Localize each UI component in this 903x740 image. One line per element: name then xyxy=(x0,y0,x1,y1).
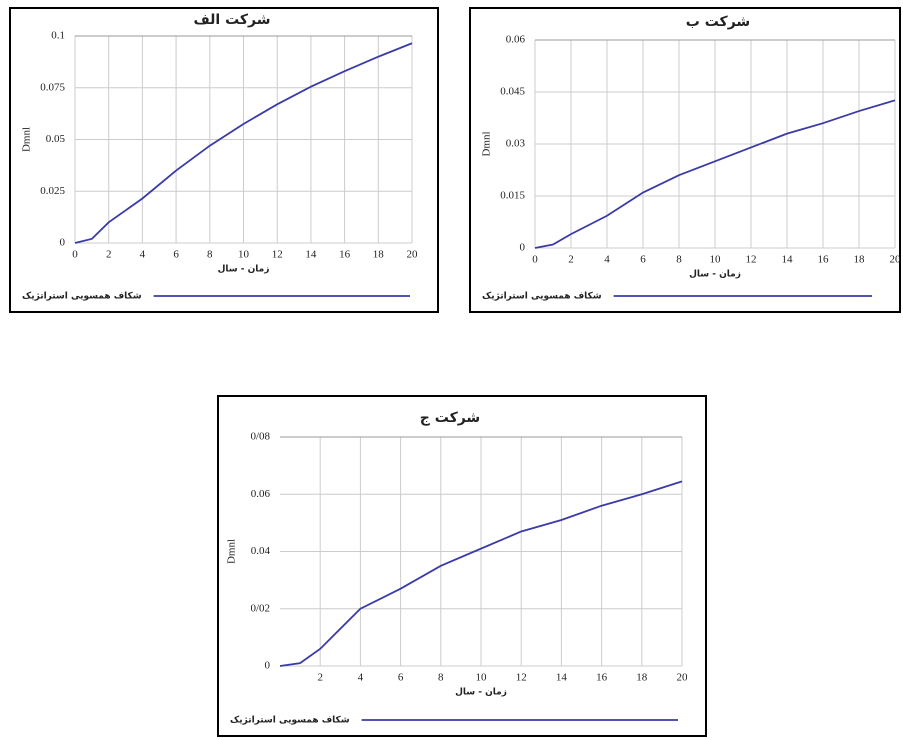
x-tick-label: 10 xyxy=(710,254,722,266)
y-tick-label: 0.03 xyxy=(506,138,526,150)
y-tick-label: 0.075 xyxy=(40,81,65,93)
x-tick-label: 10 xyxy=(476,672,488,684)
x-tick-label: 12 xyxy=(272,249,283,261)
x-tick-label: 16 xyxy=(818,254,830,266)
x-tick-label: 0 xyxy=(72,249,78,261)
x-tick-label: 20 xyxy=(407,249,419,261)
y-tick-label: 0.1 xyxy=(51,30,65,42)
y-tick-label: 0.025 xyxy=(40,185,65,197)
x-tick-label: 8 xyxy=(676,254,682,266)
x-tick-label: 0 xyxy=(532,254,538,266)
y-tick-label: 0/02 xyxy=(250,602,270,614)
y-tick-label: 0.06 xyxy=(506,34,526,46)
x-axis-label: زمان - سال xyxy=(218,265,270,275)
y-tick-label: 0.06 xyxy=(251,488,271,500)
x-tick-label: 14 xyxy=(556,672,568,684)
x-tick-label: 6 xyxy=(398,672,404,684)
x-tick-label: 20 xyxy=(677,672,689,684)
y-tick-label: 0.015 xyxy=(500,190,525,202)
x-tick-label: 10 xyxy=(238,249,250,261)
figure: شرکت الف0246810121416182000.0250.050.075… xyxy=(0,0,903,740)
y-tick-label: 0.05 xyxy=(46,133,66,145)
x-tick-label: 18 xyxy=(854,254,866,266)
y-tick-label: 0.045 xyxy=(500,86,525,98)
x-tick-label: 4 xyxy=(140,249,146,261)
x-tick-label: 14 xyxy=(305,249,317,261)
x-tick-label: 4 xyxy=(358,672,364,684)
x-tick-label: 18 xyxy=(636,672,648,684)
x-tick-label: 2 xyxy=(568,254,574,266)
y-tick-label: 0 xyxy=(520,242,526,254)
y-axis-label: Dmnl xyxy=(481,131,493,156)
x-tick-label: 8 xyxy=(438,672,444,684)
x-tick-label: 6 xyxy=(173,249,179,261)
y-axis-label: Dmnl xyxy=(21,127,33,152)
x-tick-label: 14 xyxy=(782,254,794,266)
page: شرکت الف0246810121416182000.0250.050.075… xyxy=(0,0,903,740)
x-tick-label: 2 xyxy=(106,249,112,261)
y-tick-label: 0 xyxy=(60,237,66,249)
x-tick-label: 16 xyxy=(596,672,608,684)
x-tick-label: 18 xyxy=(373,249,385,261)
legend-label: شکاف همسویی استراتژیک xyxy=(482,292,602,302)
legend-label: شکاف همسویی استراتژیک xyxy=(230,716,350,726)
legend-label: شکاف همسویی استراتژیک xyxy=(22,292,142,302)
x-axis-label: زمان - سال xyxy=(689,270,741,280)
x-axis-label: زمان - سال xyxy=(455,688,507,698)
x-tick-label: 12 xyxy=(516,672,527,684)
x-tick-label: 8 xyxy=(207,249,213,261)
x-tick-label: 20 xyxy=(890,254,902,266)
chart-title: شرکت ب xyxy=(686,14,750,30)
chart-title: شرکت الف xyxy=(193,12,270,28)
x-tick-label: 4 xyxy=(604,254,610,266)
y-axis-label: Dmnl xyxy=(226,539,238,564)
x-tick-label: 12 xyxy=(746,254,757,266)
panel-frame xyxy=(218,396,706,736)
y-tick-label: 0/08 xyxy=(250,431,270,443)
y-tick-label: 0.04 xyxy=(251,545,271,557)
x-tick-label: 2 xyxy=(317,672,323,684)
chart-title: شرکت ج xyxy=(420,410,480,426)
x-tick-label: 16 xyxy=(339,249,351,261)
y-tick-label: 0 xyxy=(265,660,271,672)
x-tick-label: 6 xyxy=(640,254,646,266)
